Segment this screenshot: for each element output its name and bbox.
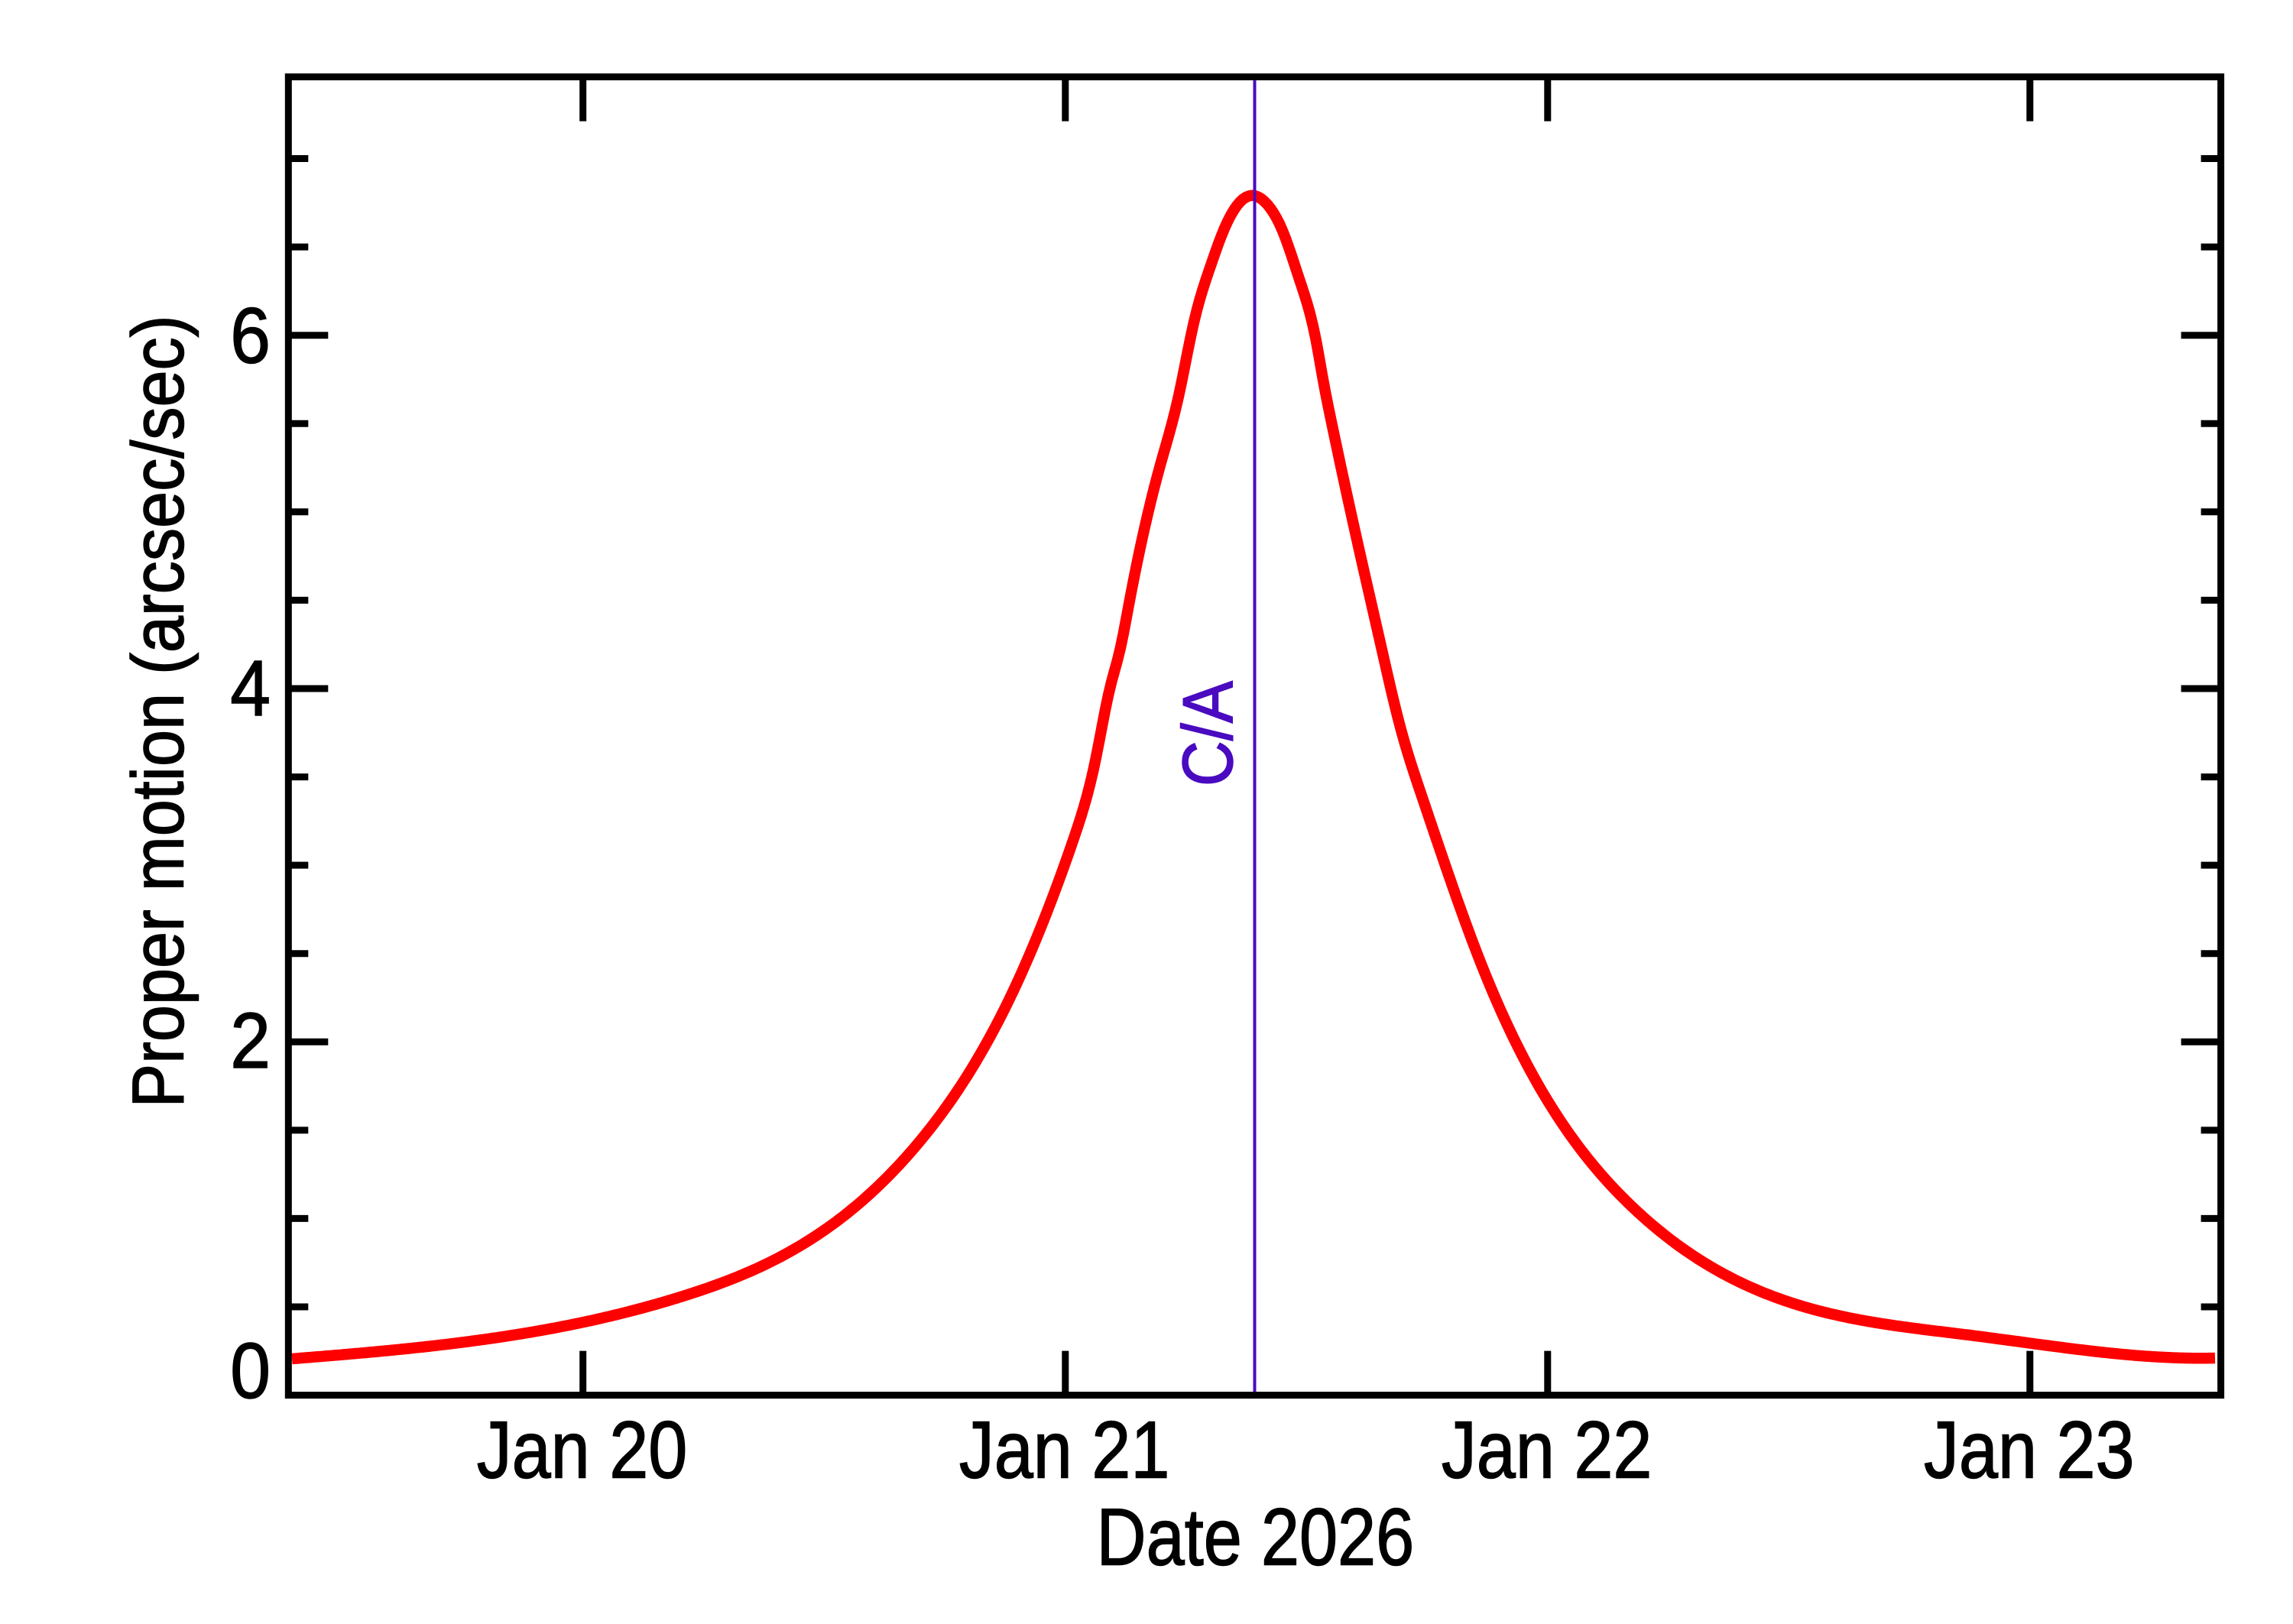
svg-text:Jan 22: Jan 22: [1442, 1404, 1652, 1494]
svg-text:Jan 21: Jan 21: [959, 1404, 1170, 1494]
svg-text:Proper motion (arcsec/sec): Proper motion (arcsec/sec): [117, 316, 199, 1108]
svg-text:Jan 23: Jan 23: [1924, 1404, 2135, 1494]
svg-text:6: 6: [230, 291, 271, 380]
svg-text:2: 2: [230, 996, 271, 1084]
svg-text:0: 0: [230, 1326, 271, 1415]
svg-text:C/A: C/A: [1167, 681, 1247, 786]
svg-text:Jan 20: Jan 20: [477, 1404, 688, 1494]
svg-text:4: 4: [230, 643, 271, 732]
svg-text:Date 2026: Date 2026: [1097, 1492, 1415, 1583]
